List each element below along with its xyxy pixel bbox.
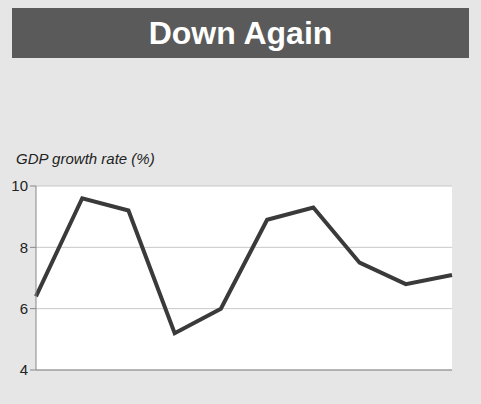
svg-text:10: 10	[11, 177, 28, 194]
html-text:GDP growth rate (%): GDP growth rate (%)	[16, 150, 155, 167]
html-text:Down Again: Down Again	[148, 15, 333, 51]
svg-text:4: 4	[20, 361, 28, 378]
svg-text:8: 8	[20, 239, 28, 256]
svg-text:6: 6	[20, 300, 28, 317]
